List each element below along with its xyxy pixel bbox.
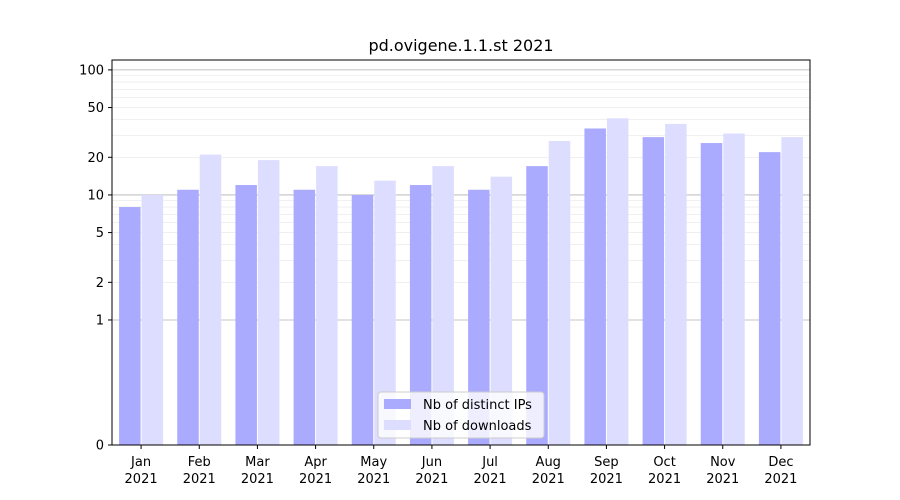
bar-distinct-ips: [526, 166, 548, 445]
x-tick-label-month: Sep: [594, 455, 619, 470]
bar-downloads: [548, 140, 571, 445]
bar-distinct-ips: [119, 207, 141, 445]
bar-downloads: [432, 166, 454, 445]
y-tick-label: 50: [87, 101, 104, 116]
bar-downloads: [490, 176, 513, 445]
x-tick-label-month: Oct: [653, 455, 675, 470]
x-tick-label-year: 2021: [357, 472, 390, 487]
bar-downloads: [374, 180, 396, 445]
bar-distinct-ips: [351, 194, 374, 445]
x-tick-label-month: Aug: [536, 455, 561, 470]
plot-frame: [111, 59, 811, 446]
bar-downloads: [781, 137, 803, 445]
chart-title: pd.ovigene.1.1.st 2021: [368, 36, 553, 55]
legend-swatch: [384, 399, 411, 409]
legend-box: [377, 391, 545, 439]
bar-downloads: [141, 194, 164, 445]
x-tick-label-year: 2021: [532, 472, 565, 487]
bar-distinct-ips: [468, 189, 490, 445]
x-axis: Jan 2021 Feb 2021 Mar 2021 Apr 2021 May 2021 Jun 20…: [125, 445, 797, 487]
y-tick-label: 10: [87, 188, 104, 203]
y-tick-label: 2: [96, 276, 104, 291]
bar-distinct-ips: [177, 189, 199, 445]
x-tick-label-year: 2021: [125, 472, 158, 487]
legend-label: Nb of downloads: [423, 419, 532, 434]
grid-layer: [112, 69, 810, 321]
x-tick-label-year: 2021: [764, 472, 797, 487]
bar-distinct-ips: [758, 152, 781, 445]
bar-distinct-ips: [409, 185, 432, 445]
bar-distinct-ips: [584, 128, 606, 445]
x-tick-label-month: Feb: [188, 455, 211, 470]
x-tick-label-month: Mar: [245, 455, 270, 470]
y-tick-label: 5: [96, 226, 104, 241]
legend-swatch: [384, 420, 411, 430]
x-tick-label-year: 2021: [183, 472, 216, 487]
bar-downloads: [257, 160, 280, 445]
x-tick-label-month: Jun: [421, 455, 442, 470]
y-tick-label: 1: [96, 313, 104, 328]
bar-distinct-ips: [293, 189, 316, 445]
x-tick-label-year: 2021: [648, 472, 681, 487]
bar-downloads: [199, 154, 222, 446]
bars-layer: [119, 118, 803, 446]
y-tick-label: 100: [79, 63, 104, 78]
bar-distinct-ips: [235, 185, 257, 445]
x-tick-label-month: Jul: [481, 455, 498, 470]
x-tick-label-month: May: [360, 455, 387, 470]
y-axis: 0 1 2 5 10 20 50 100: [79, 63, 112, 454]
x-tick-label-month: Dec: [768, 455, 793, 470]
x-tick-label-month: Apr: [304, 455, 327, 470]
x-tick-label-year: 2021: [415, 472, 448, 487]
x-tick-label-year: 2021: [590, 472, 623, 487]
legend-label: Nb of distinct IPs: [423, 398, 532, 413]
x-tick-label-month: Nov: [710, 455, 736, 470]
x-tick-label-year: 2021: [299, 472, 332, 487]
bar-downloads: [723, 133, 745, 445]
x-tick-label-month: Jan: [130, 455, 151, 470]
legend: Nb of distinct IPs Nb of downloads: [377, 391, 545, 439]
bar-downloads: [606, 118, 629, 445]
bar-distinct-ips: [642, 137, 665, 445]
x-tick-label-year: 2021: [706, 472, 739, 487]
y-tick-label: 0: [96, 439, 104, 454]
bar-downloads: [316, 166, 338, 445]
y-tick-label: 20: [87, 151, 104, 166]
x-tick-label-year: 2021: [241, 472, 274, 487]
x-tick-label-year: 2021: [474, 472, 507, 487]
bar-distinct-ips: [700, 143, 723, 445]
bar-downloads: [665, 123, 687, 445]
